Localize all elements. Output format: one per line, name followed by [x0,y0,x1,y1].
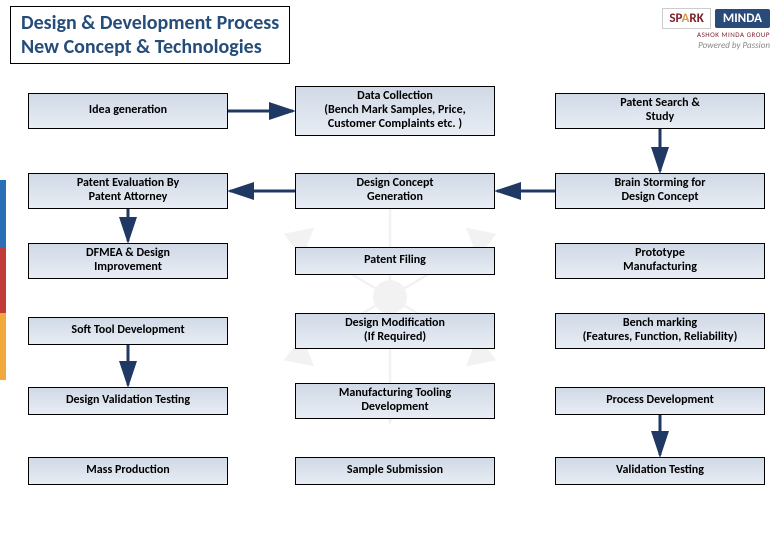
flow-node-label: Design ConceptGeneration [356,177,433,205]
flow-node-n30: Soft Tool Development [28,317,228,345]
flow-node-n02: Patent Search &Study [555,93,765,129]
flow-node-n52: Validation Testing [555,457,765,485]
flow-node-label: Manufacturing ToolingDevelopment [339,387,451,415]
flow-node-label: Bench marking(Features, Function, Reliab… [583,317,738,345]
flow-node-label: Idea generation [89,104,167,118]
header: Design & Development Process New Concept… [0,0,780,68]
logo-script: Powered by Passion [662,40,770,51]
title-line-2: New Concept & Technologies [21,35,279,59]
flow-node-n41: Manufacturing ToolingDevelopment [295,383,495,419]
flow-node-n11: Design ConceptGeneration [295,173,495,209]
flow-node-label: Patent Filing [364,254,426,268]
flow-node-n32: Bench marking(Features, Function, Reliab… [555,313,765,349]
flow-node-n40: Design Validation Testing [28,387,228,415]
flow-node-n22: PrototypeManufacturing [555,243,765,279]
flow-node-label: PrototypeManufacturing [623,247,697,275]
logo-spark: SPARK [662,8,711,29]
flow-node-n12: Brain Storming forDesign Concept [555,173,765,209]
flow-node-label: Design Validation Testing [66,394,190,408]
flow-node-n31: Design Modification(If Required) [295,313,495,349]
flow-node-n01: Data Collection(Bench Mark Samples, Pric… [295,86,495,136]
flow-node-label: Validation Testing [616,464,704,478]
flow-node-label: Process Development [606,394,714,408]
flow-node-label: Brain Storming forDesign Concept [614,177,705,205]
flow-node-label: DFMEA & DesignImprovement [86,247,170,275]
flow-node-label: Data Collection(Bench Mark Samples, Pric… [324,90,465,131]
flow-node-n50: Mass Production [28,457,228,485]
flow-node-n00: Idea generation [28,93,228,129]
flow-node-n51: Sample Submission [295,457,495,485]
flow-node-label: Mass Production [86,464,169,478]
flow-node-n21: Patent Filing [295,247,495,275]
flow-node-n42: Process Development [555,387,765,415]
title-box: Design & Development Process New Concept… [10,6,290,64]
flow-node-label: Patent Search &Study [620,97,700,125]
flow-node-label: Patent Evaluation ByPatent Attorney [77,177,179,205]
logo-subtitle: ASHOK MINDA GROUP [662,30,770,39]
logo-area: SPARK MINDA ASHOK MINDA GROUP Powered by… [662,6,770,51]
flow-node-n20: DFMEA & DesignImprovement [28,243,228,279]
flow-node-label: Design Modification(If Required) [345,317,445,345]
title-line-1: Design & Development Process [21,11,279,35]
flow-node-label: Soft Tool Development [71,324,184,338]
flowchart-grid: Idea generation Data Collection(Bench Mar… [0,85,780,540]
flow-node-n10: Patent Evaluation ByPatent Attorney [28,173,228,209]
logo-minda: MINDA [715,9,770,28]
flow-node-label: Sample Submission [347,464,443,478]
